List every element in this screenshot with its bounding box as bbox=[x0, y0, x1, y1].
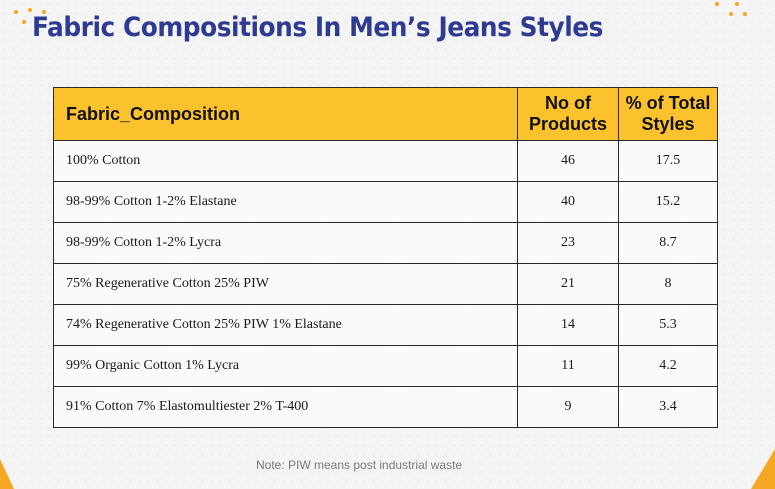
cell-products: 9 bbox=[517, 386, 619, 428]
cell-products: 46 bbox=[517, 140, 619, 182]
cell-percent: 8.7 bbox=[618, 222, 718, 264]
cell-fabric: 91% Cotton 7% Elastomultiester 2% T-400 bbox=[53, 386, 518, 428]
decorative-dots-top-left bbox=[14, 8, 54, 28]
cell-percent: 17.5 bbox=[618, 140, 718, 182]
cell-percent: 3.4 bbox=[618, 386, 718, 428]
cell-fabric: 100% Cotton bbox=[53, 140, 518, 182]
table-row: 75% Regenerative Cotton 25% PIW 21 8 bbox=[53, 263, 718, 305]
decorative-corner-right bbox=[751, 449, 775, 489]
cell-fabric: 98-99% Cotton 1-2% Lycra bbox=[53, 222, 518, 264]
cell-fabric: 75% Regenerative Cotton 25% PIW bbox=[53, 263, 518, 305]
table-row: 91% Cotton 7% Elastomultiester 2% T-400 … bbox=[53, 386, 718, 428]
cell-percent: 15.2 bbox=[618, 181, 718, 223]
table-row: 74% Regenerative Cotton 25% PIW 1% Elast… bbox=[53, 304, 718, 346]
cell-products: 11 bbox=[517, 345, 619, 387]
table-row: 98-99% Cotton 1-2% Elastane 40 15.2 bbox=[53, 181, 718, 223]
table-row: 99% Organic Cotton 1% Lycra 11 4.2 bbox=[53, 345, 718, 387]
page-title: Fabric Compositions In Men’s Jeans Style… bbox=[32, 12, 604, 43]
table-header-row: Fabric_Composition No of Products % of T… bbox=[53, 87, 718, 141]
cell-fabric: 74% Regenerative Cotton 25% PIW 1% Elast… bbox=[53, 304, 518, 346]
header-no-of-products: No of Products bbox=[517, 87, 619, 141]
table-row: 100% Cotton 46 17.5 bbox=[53, 140, 718, 182]
footnote: Note: PIW means post industrial waste bbox=[256, 458, 463, 472]
cell-fabric: 99% Organic Cotton 1% Lycra bbox=[53, 345, 518, 387]
cell-percent: 4.2 bbox=[618, 345, 718, 387]
decorative-corner-left bbox=[0, 459, 14, 489]
table-row: 98-99% Cotton 1-2% Lycra 23 8.7 bbox=[53, 222, 718, 264]
cell-percent: 5.3 bbox=[618, 304, 718, 346]
cell-percent: 8 bbox=[618, 263, 718, 305]
cell-products: 40 bbox=[517, 181, 619, 223]
cell-fabric: 98-99% Cotton 1-2% Elastane bbox=[53, 181, 518, 223]
fabric-composition-table: Fabric_Composition No of Products % of T… bbox=[53, 87, 718, 428]
cell-products: 21 bbox=[517, 263, 619, 305]
header-percent-total-styles: % of Total Styles bbox=[618, 87, 718, 141]
header-fabric-composition: Fabric_Composition bbox=[53, 87, 518, 141]
cell-products: 23 bbox=[517, 222, 619, 264]
decorative-dots-top-right bbox=[715, 0, 755, 20]
cell-products: 14 bbox=[517, 304, 619, 346]
